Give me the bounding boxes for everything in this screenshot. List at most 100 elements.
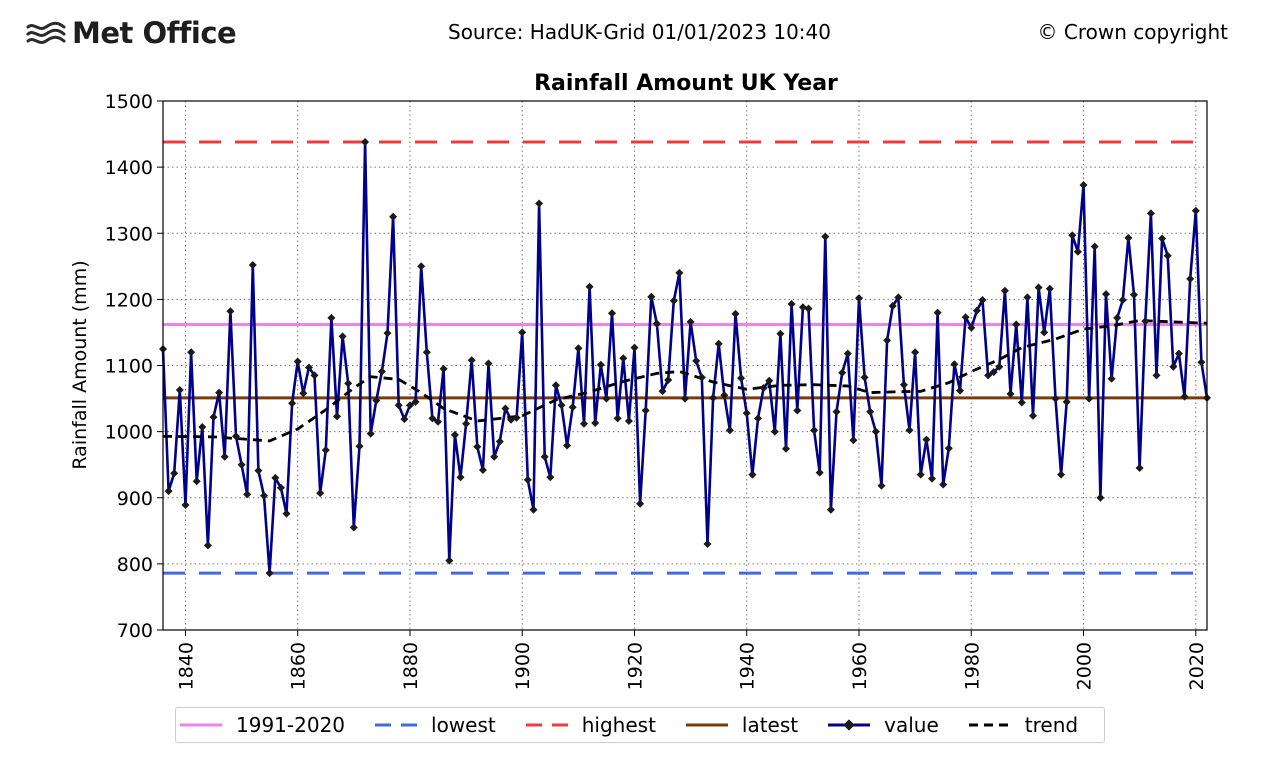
copyright-text: © Crown copyright <box>1037 20 1229 44</box>
value-point <box>894 293 903 302</box>
value-point <box>1085 394 1094 403</box>
value-point <box>349 523 358 532</box>
value-point <box>804 304 813 313</box>
value-point <box>299 389 308 398</box>
y-tick-label: 1200 <box>105 289 153 311</box>
value-point <box>271 473 280 482</box>
value-point <box>905 426 914 435</box>
value-point <box>899 380 908 389</box>
value-point <box>703 540 712 548</box>
value-point <box>181 501 190 509</box>
value-point <box>344 379 353 388</box>
value-point <box>759 384 768 392</box>
x-tick-label: 1840 <box>175 642 197 690</box>
value-point <box>198 423 207 431</box>
value-point <box>321 446 330 455</box>
value-point <box>310 371 319 380</box>
source-text: Source: HadUK-Grid 01/01/2023 10:40 <box>448 20 831 44</box>
value-point <box>725 426 734 435</box>
value-point <box>1186 274 1195 283</box>
value-point <box>473 442 482 451</box>
value-point <box>215 388 224 397</box>
value-point <box>232 432 240 441</box>
legend: 1991-2020 lowest highest latest value tr… <box>175 707 1105 743</box>
logo-text: Met Office <box>72 16 237 50</box>
x-tick-label: 1940 <box>737 642 759 690</box>
value-point <box>422 348 431 357</box>
value-point <box>933 308 942 317</box>
waves-icon <box>26 21 66 44</box>
value-point <box>810 426 819 435</box>
value-point <box>944 444 953 453</box>
value-point <box>798 303 807 312</box>
value-point <box>535 199 544 208</box>
legend-label-trend: trend <box>1024 713 1079 737</box>
value-point <box>400 415 409 424</box>
value-point <box>888 302 897 310</box>
value-point <box>608 309 616 318</box>
value-point <box>675 268 684 277</box>
value-point <box>647 292 656 301</box>
value-point <box>652 319 661 328</box>
value-point <box>602 394 611 403</box>
value-point <box>742 409 751 418</box>
rainfall-chart: Rainfall Amount UK Year Rainfall Amount … <box>69 71 1211 690</box>
value-point <box>546 473 555 482</box>
value-point <box>462 419 471 428</box>
y-tick-label: 800 <box>117 554 153 576</box>
value-point <box>1113 313 1122 322</box>
value-point <box>512 413 521 422</box>
value-point <box>574 344 583 353</box>
value-point <box>658 387 667 396</box>
value-point <box>1118 296 1127 304</box>
value-point <box>389 212 398 221</box>
x-tick-label: 1860 <box>288 642 310 690</box>
value-point <box>1057 470 1066 479</box>
value-point <box>793 406 802 415</box>
value-point <box>871 427 880 436</box>
legend-label-value: value <box>884 713 939 737</box>
value-point <box>1174 349 1183 358</box>
value-point <box>529 505 538 514</box>
series-layer <box>159 138 1211 578</box>
y-tick-label: 1300 <box>105 223 153 245</box>
value-point <box>265 569 274 578</box>
value-point <box>916 470 925 479</box>
value-point <box>226 307 235 316</box>
value-point <box>540 452 549 461</box>
value-point <box>641 406 650 415</box>
value-point <box>681 394 689 403</box>
value-point <box>490 452 499 461</box>
value-point <box>523 475 532 484</box>
legend-item-latest: latest <box>685 713 798 737</box>
value-point <box>776 329 785 338</box>
y-tick-label: 1000 <box>105 422 153 444</box>
value-point <box>428 414 437 423</box>
x-tick-label: 1880 <box>400 642 422 690</box>
value-point <box>826 505 835 514</box>
legend-label-lowest: lowest <box>431 713 496 737</box>
value-series-line <box>161 140 1209 575</box>
legend-swatch-trend <box>968 723 1011 727</box>
value-point <box>664 376 673 384</box>
value-point <box>866 407 875 416</box>
value-point <box>748 470 757 479</box>
value-point <box>855 294 863 303</box>
value-point <box>972 306 981 315</box>
value-point <box>787 300 796 308</box>
value-point <box>276 483 285 492</box>
legend-swatch-value <box>828 719 871 731</box>
value-point <box>1158 234 1167 243</box>
value-point <box>495 437 504 446</box>
value-point <box>394 401 403 410</box>
value-point <box>377 367 386 376</box>
value-point <box>978 296 987 304</box>
value-point <box>209 413 218 422</box>
value-point <box>1079 181 1088 189</box>
value-point <box>203 541 212 550</box>
x-tick-label: 1900 <box>512 642 534 690</box>
value-point <box>551 381 560 390</box>
value-point <box>911 348 920 357</box>
value-point <box>1029 411 1037 420</box>
value-point <box>1141 317 1150 326</box>
